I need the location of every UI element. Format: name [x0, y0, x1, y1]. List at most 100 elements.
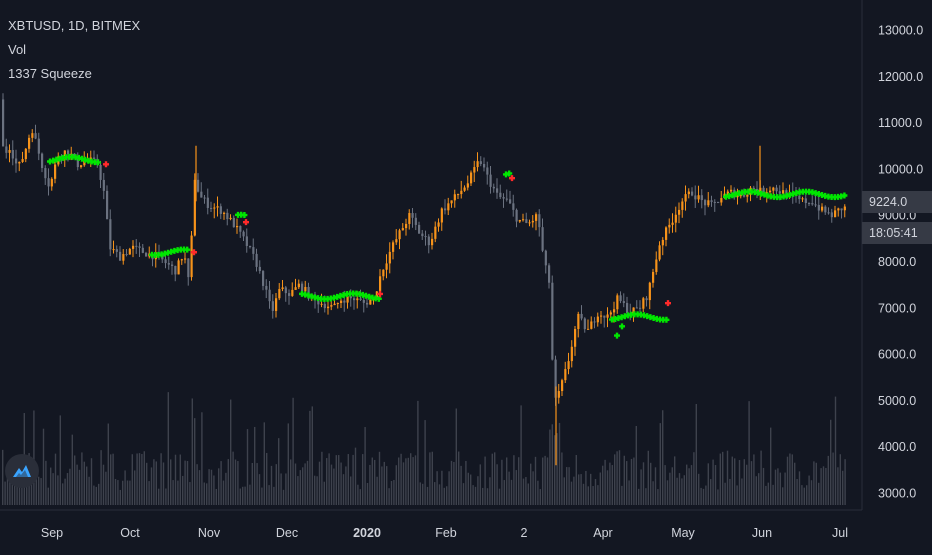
- time-axis[interactable]: Sep Oct Nov Dec 2020 Feb 2 Apr May Jun Jul: [41, 526, 848, 540]
- volume-bar: [35, 476, 37, 505]
- candle-body: [479, 161, 482, 165]
- x-tick-label: Oct: [120, 526, 140, 540]
- candle-body: [535, 214, 538, 221]
- volume-bar: [774, 469, 777, 505]
- candle-body: [567, 361, 570, 370]
- volume-bar: [501, 459, 503, 505]
- volume-bar: [374, 459, 376, 505]
- candle-body: [444, 208, 447, 211]
- volume-bar: [90, 458, 93, 505]
- candle-body: [710, 200, 713, 202]
- volume-indicator-label[interactable]: Vol: [8, 42, 27, 57]
- volume-bar: [251, 463, 253, 505]
- volume-bar: [659, 423, 661, 505]
- candle-body: [281, 287, 284, 290]
- candle-body: [600, 315, 603, 317]
- candle-body: [203, 197, 206, 199]
- price-axis[interactable]: 13000.012000.011000.010000.09000.08000.0…: [878, 24, 923, 501]
- candle-body: [408, 213, 411, 224]
- volume-bar: [429, 452, 431, 505]
- volume-bar: [602, 465, 604, 505]
- volume-bar: [434, 482, 436, 505]
- candle-body: [340, 300, 343, 303]
- y-tick-label: 6000.0: [878, 348, 916, 362]
- volume-bar: [515, 470, 517, 505]
- candle-body: [193, 179, 196, 236]
- volume-bar: [371, 457, 373, 505]
- x-tick-label: Dec: [276, 526, 298, 540]
- candle-body: [366, 302, 369, 305]
- volume-bar: [494, 452, 496, 505]
- candle-body: [834, 210, 837, 218]
- volume-bar: [383, 461, 385, 505]
- volume-bar: [220, 461, 222, 505]
- volume-bar: [834, 396, 837, 505]
- volume-bar: [546, 457, 549, 505]
- volume-bar: [443, 487, 445, 505]
- candle-body: [837, 208, 840, 211]
- squeeze-indicator-label[interactable]: 1337 Squeeze: [8, 66, 92, 81]
- candle-body: [232, 217, 235, 228]
- candle-body: [294, 287, 297, 290]
- volume-bar: [282, 489, 285, 505]
- tradingview-logo[interactable]: [5, 454, 39, 488]
- volume-bar: [335, 455, 337, 505]
- volume-bar: [669, 472, 671, 505]
- volume-bar: [242, 486, 244, 505]
- volume-bar: [520, 405, 522, 505]
- volume-bar: [650, 462, 652, 505]
- volume-bar: [633, 457, 635, 505]
- candle-body: [476, 161, 479, 168]
- candle-body: [115, 249, 118, 252]
- volume-bar: [554, 435, 556, 505]
- candle-body: [616, 295, 619, 310]
- volume-bar: [131, 454, 133, 505]
- volume-bar: [534, 456, 537, 505]
- candle-body: [327, 306, 330, 309]
- candle-body: [717, 201, 720, 203]
- volume-bar: [213, 475, 215, 505]
- volume-bar: [611, 465, 613, 505]
- candle-body: [801, 198, 804, 200]
- volume-bar: [138, 453, 141, 505]
- candle-body: [83, 161, 86, 166]
- volume-bar: [722, 451, 724, 505]
- volume-bar: [410, 453, 412, 505]
- volume-bar: [102, 464, 105, 505]
- candle-body: [460, 190, 463, 195]
- candle-body: [769, 190, 772, 193]
- volume-bar: [16, 480, 18, 505]
- volume-bar: [525, 477, 527, 505]
- volume-bar: [496, 464, 498, 505]
- volume-bar: [770, 427, 772, 505]
- candle-body: [206, 197, 209, 208]
- candle-body: [622, 301, 625, 303]
- volume-bar: [741, 478, 743, 505]
- volume-bar: [837, 467, 839, 505]
- volume-bar: [731, 456, 733, 505]
- candle-body: [392, 242, 395, 252]
- volume-bar: [503, 480, 505, 505]
- x-tick-label: Apr: [593, 526, 612, 540]
- candle-body: [678, 209, 681, 215]
- symbol-title[interactable]: XBTUSD, 1D, BITMEX: [8, 18, 141, 33]
- volume-bar: [338, 455, 340, 505]
- volume-bar: [287, 423, 289, 505]
- volume-bar: [153, 459, 155, 505]
- volume-bar: [126, 480, 129, 505]
- volume-bar: [573, 476, 575, 505]
- candle-body: [590, 321, 593, 329]
- candle-body: [606, 314, 609, 318]
- volume-bar: [290, 459, 292, 505]
- y-tick-label: 5000.0: [878, 394, 916, 408]
- volume-bar: [45, 460, 47, 505]
- volume-bar: [182, 475, 184, 505]
- candle-body: [502, 197, 505, 199]
- volume-bar: [21, 487, 23, 505]
- candle-body: [746, 194, 749, 197]
- volume-bar: [174, 454, 177, 505]
- candle-body: [80, 165, 83, 168]
- volume-bar: [304, 463, 306, 505]
